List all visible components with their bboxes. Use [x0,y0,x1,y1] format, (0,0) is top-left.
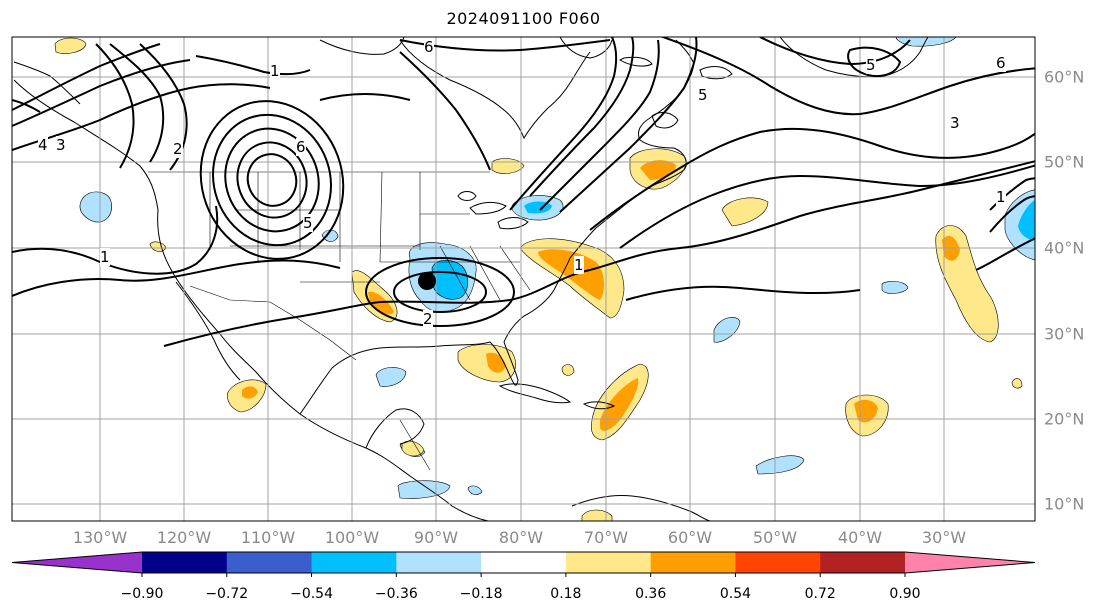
lon-label-100w: 100°W [324,528,380,547]
positive-anomaly-quebec [491,158,525,174]
colorbar-tick-label: −0.90 [120,586,164,602]
lat-label-20n: 20°N [1044,409,1085,429]
lon-label-40w: 40°W [837,528,883,547]
negative-anomaly-gulf [375,367,407,387]
contour-label-2-pacific: 2 [173,140,183,158]
positive-anomaly-gulf-mexico [401,440,425,457]
positive-anomaly-atlantic-northeast [721,197,769,227]
negative-anomaly-greenland [895,37,957,47]
positive-anomaly-alaska [54,37,87,54]
lat-label-60n: 60°N [1044,67,1085,87]
contour-label-2-lowcenter: 2 [423,310,433,328]
contour-label-3-atlantic: 3 [950,114,960,132]
negative-anomaly-central-us-core [431,259,469,300]
contour-label-1-canada: 1 [270,62,280,80]
contour-label-6-rockies: 6 [296,138,306,156]
negative-anomaly-plains [321,229,339,242]
map-title: 2024091100 F060 [446,9,601,28]
contour-label-1-mexico: 1 [100,248,110,266]
positive-anomaly-east-coast-core [538,249,605,300]
negative-anomaly-atlantic-east [881,281,909,294]
lon-label-110w: 110°W [240,528,296,547]
contour-label-1-eastatlantic: 1 [996,188,1006,206]
lon-label-130w: 130°W [72,528,128,547]
lon-label-80w: 80°W [498,528,544,547]
low-center-marker [418,272,436,290]
positive-anomaly-florida [457,344,516,383]
lon-label-120w: 120°W [156,528,212,547]
contour-label-6-hudson: 6 [424,38,434,56]
lat-label-10n: 10°N [1044,494,1085,514]
height-contours [12,37,1035,347]
positive-anomaly-baja-core [242,386,258,399]
lat-label-30n: 30°N [1044,324,1085,344]
lon-label-70w: 70°W [583,528,629,547]
positive-anomaly-hispaniola [561,364,575,376]
colorbar-tick-label: −0.18 [459,586,503,602]
lon-label-30w: 30°W [921,528,967,547]
contour-label-5-greenland: 5 [866,56,876,74]
lon-label-60w: 60°W [667,528,713,547]
colorbar-tick-label: −0.54 [290,586,333,602]
colorbar-tick-label: 0.54 [719,586,752,602]
colorbar-tick-label: 0.18 [550,586,582,602]
colorbar-tick-label: 0.72 [804,586,836,602]
positive-anomaly-texas-core [368,291,394,315]
map-frame [11,36,1036,522]
contour-label-4-west: 4 [38,136,48,154]
political-borders [148,171,531,471]
positive-anomaly-caribbean-core [600,378,639,431]
colorbar-tick-label: −0.72 [205,586,249,602]
negative-anomaly-atlantic-south [755,455,805,475]
contour-label-1-eastcoast: 1 [574,256,584,274]
lon-label-90w: 90°W [413,528,459,547]
positive-anomaly-colorado [149,241,167,252]
positive-anomaly-far-east [1011,378,1023,389]
lon-label-50w: 50°W [752,528,798,547]
lat-label-50n: 50°N [1044,152,1085,172]
contour-label-5-rockies: 5 [303,214,313,232]
negative-anomaly-east-edge-core [1018,199,1035,241]
negative-anomaly-panama [467,485,483,495]
negative-anomaly-pacific-south [397,480,451,499]
colorbar-tick-label: 0.36 [635,586,667,602]
negative-anomaly-atlantic-mid [713,317,741,343]
graticule [12,37,1035,521]
lat-label-40n: 40°N [1044,238,1085,258]
anomaly-shading [54,37,1035,521]
contour-label-6-northatlantic: 6 [996,54,1006,72]
contour-label-3-west: 3 [56,136,66,154]
negative-anomaly-pacific-nw [79,191,113,223]
colorbar-tick-label: −0.36 [374,586,418,602]
positive-anomaly-south-america [581,509,613,521]
contour-label-5-labrador: 5 [698,86,708,104]
colorbar-tick-label: 0.90 [889,586,921,602]
